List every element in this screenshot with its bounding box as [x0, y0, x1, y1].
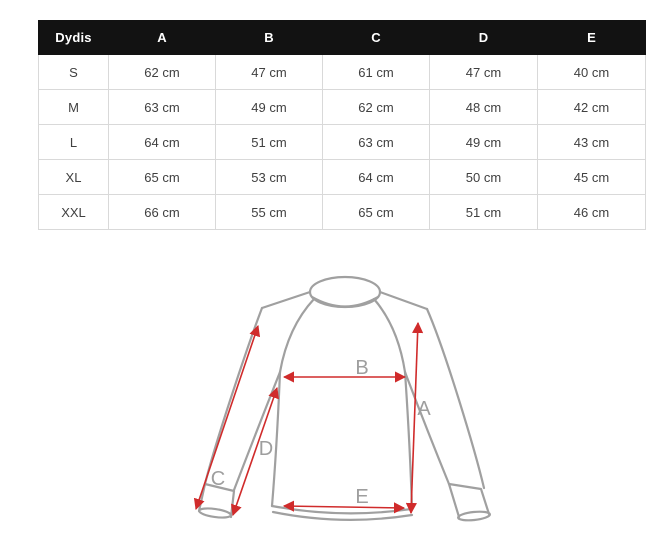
size-cell: 43 cm [537, 124, 646, 160]
column-header-e: E [537, 20, 646, 55]
row-label-xl: XL [38, 159, 109, 195]
row-label-l: L [38, 124, 109, 160]
size-cell: 42 cm [537, 89, 646, 125]
size-cell: 65 cm [108, 159, 216, 195]
table-row: L 64 cm 51 cm 63 cm 49 cm 43 cm [38, 124, 646, 160]
table-header-row: Dydis A B C D E [38, 20, 646, 55]
measure-label-a: A [417, 398, 431, 420]
size-cell: 46 cm [537, 194, 646, 230]
size-cell: 66 cm [108, 194, 216, 230]
measure-label-b: B [355, 357, 368, 379]
column-header-size: Dydis [38, 20, 109, 55]
measure-line-a [405, 321, 424, 515]
measure-label-c: C [211, 468, 225, 490]
size-cell: 51 cm [215, 124, 323, 160]
size-cell: 47 cm [215, 54, 323, 90]
table-row: XL 65 cm 53 cm 64 cm 50 cm 45 cm [38, 159, 646, 195]
measure-label-d: D [259, 438, 273, 460]
row-label-xxl: XXL [38, 194, 109, 230]
size-cell: 50 cm [429, 159, 538, 195]
column-header-c: C [322, 20, 430, 55]
right-raglan-seam [372, 297, 407, 374]
size-cell: 63 cm [108, 89, 216, 125]
size-cell: 62 cm [108, 54, 216, 90]
right-sleeve-outer [425, 307, 486, 490]
left-shoulder [260, 290, 312, 310]
measure-label-e: E [355, 486, 368, 508]
size-cell: 49 cm [215, 89, 323, 125]
row-label-m: M [38, 89, 109, 125]
right-shoulder [378, 290, 429, 311]
measure-line-c [193, 324, 261, 511]
size-cell: 64 cm [108, 124, 216, 160]
collar-outline [308, 275, 382, 309]
table-row: M 63 cm 49 cm 62 cm 48 cm 42 cm [38, 89, 646, 125]
size-cell: 64 cm [322, 159, 430, 195]
size-cell: 47 cm [429, 54, 538, 90]
row-label-s: S [38, 54, 109, 90]
size-cell: 51 cm [429, 194, 538, 230]
size-chart-table: Dydis A B C D E S 62 cm 47 cm 61 cm 47 c… [38, 20, 646, 230]
size-cell: 62 cm [322, 89, 430, 125]
shirt-outline [197, 275, 492, 522]
measure-line-d [231, 386, 279, 517]
right-cuff [447, 482, 491, 519]
table-row: XXL 66 cm 55 cm 65 cm 51 cm 46 cm [38, 194, 646, 230]
left-sleeve-inner [232, 370, 282, 492]
right-sleeve-inner [403, 370, 451, 486]
right-cuff-end [456, 510, 492, 522]
size-cell: 65 cm [322, 194, 430, 230]
left-cuff-end [198, 507, 232, 519]
size-cell: 53 cm [215, 159, 323, 195]
body-right-edge [403, 370, 414, 511]
left-raglan-seam [278, 297, 316, 374]
measure-line-e [282, 500, 406, 514]
column-header-b: B [215, 20, 323, 55]
measurement-arrows: A B C D E [193, 321, 431, 517]
size-cell: 49 cm [429, 124, 538, 160]
collar-band [310, 295, 380, 308]
column-header-d: D [429, 20, 538, 55]
size-cell: 45 cm [537, 159, 646, 195]
